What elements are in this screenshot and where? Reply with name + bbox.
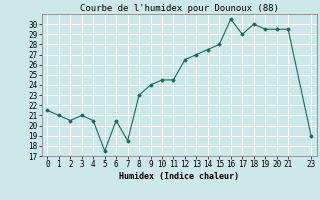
X-axis label: Humidex (Indice chaleur): Humidex (Indice chaleur) [119, 172, 239, 181]
Title: Courbe de l'humidex pour Dounoux (88): Courbe de l'humidex pour Dounoux (88) [80, 4, 279, 13]
